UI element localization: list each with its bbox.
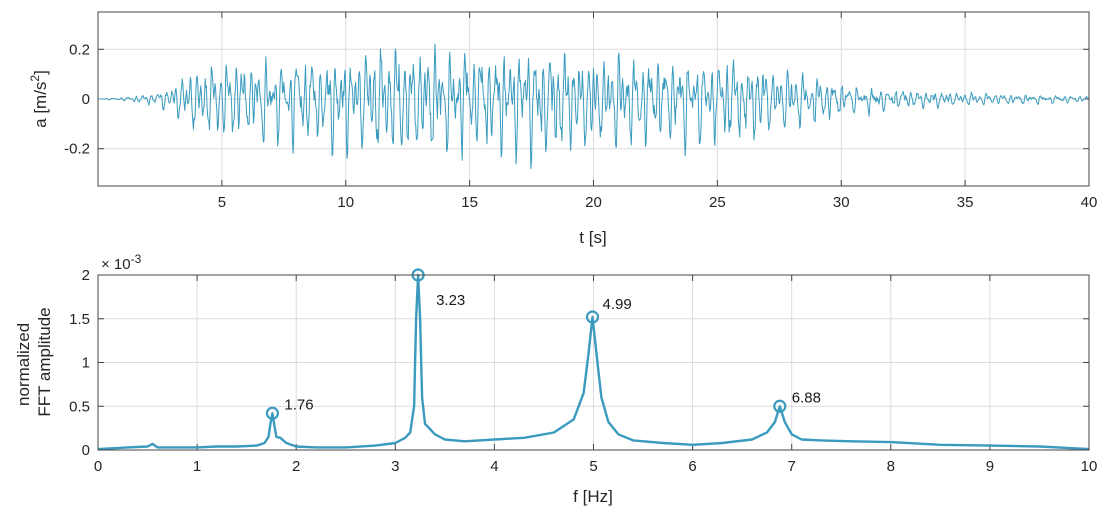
fft-x-tick-label: 8 (887, 458, 895, 475)
time-history-y-tick-label: -0.2 (64, 141, 90, 158)
time-history-x-tick-label: 40 (1081, 194, 1098, 211)
fft-x-tick-label: 7 (788, 458, 796, 475)
time-axis-label: t [s] (579, 228, 606, 247)
fft-exponent-superscript: -3 (131, 252, 142, 266)
fft-y-tick-label: 0 (82, 442, 90, 459)
fft-x-tick-label: 6 (688, 458, 696, 475)
time-history-y-tick-label: 0.2 (69, 41, 90, 58)
time-history-panel: 5 10 15 20 25 30 35 40 -0.2 0 0.2 t [s] a [m/s2] (28, 12, 1097, 247)
acceleration-axis-label-close: ] (31, 70, 50, 75)
acceleration-axis-label: a [m/s2] (28, 70, 50, 128)
fft-x-tick-label: 10 (1081, 458, 1098, 475)
time-history-x-tick-label: 30 (833, 194, 850, 211)
time-history-x-tick-label: 15 (461, 194, 478, 211)
fft-amplitude-axis-label: normalized FFT amplitude (14, 307, 54, 416)
frequency-axis-label: f [Hz] (573, 487, 613, 506)
fft-x-tick-label: 3 (391, 458, 399, 475)
time-history-y-tick-label: 0 (82, 91, 90, 108)
fft-peak-label: 3.23 (436, 292, 465, 309)
fft-x-tick-label: 2 (292, 458, 300, 475)
fft-x-tick-label: 1 (193, 458, 201, 475)
fft-peak-label: 4.99 (603, 296, 632, 313)
time-history-x-tick-label: 20 (585, 194, 602, 211)
fft-x-tick-label: 4 (490, 458, 498, 475)
fft-amplitude-axis-label-line2: FFT amplitude (35, 307, 54, 416)
fft-peak-label: 6.88 (792, 389, 821, 406)
fft-y-tick-label: 1.5 (69, 311, 90, 328)
fft-y-tick-label: 0.5 (69, 398, 90, 415)
time-history-x-tick-label: 5 (218, 194, 226, 211)
time-history-x-tick-label: 35 (957, 194, 974, 211)
fft-amplitude-axis-label-line1: normalized (14, 323, 33, 406)
acceleration-axis-label-text: a [m/s (31, 82, 50, 128)
fft-peak-label: 1.76 (284, 396, 313, 413)
fft-panel: 1.76 3.23 4.99 6.88 0 1 2 3 4 5 6 7 8 9 10 0 0.5 1 1.5 2 ×… (14, 252, 1097, 506)
time-history-x-tick-label: 25 (709, 194, 726, 211)
fft-x-tick-label: 0 (94, 458, 102, 475)
fft-exponent-label: × 10-3 (101, 252, 142, 273)
fft-exponent-base: × 10 (101, 256, 131, 273)
fft-x-tick-label: 5 (589, 458, 597, 475)
fft-x-tick-label: 9 (986, 458, 994, 475)
fft-y-tick-label: 2 (82, 267, 90, 284)
fft-y-tick-label: 1 (82, 355, 90, 372)
time-history-x-tick-label: 10 (337, 194, 354, 211)
